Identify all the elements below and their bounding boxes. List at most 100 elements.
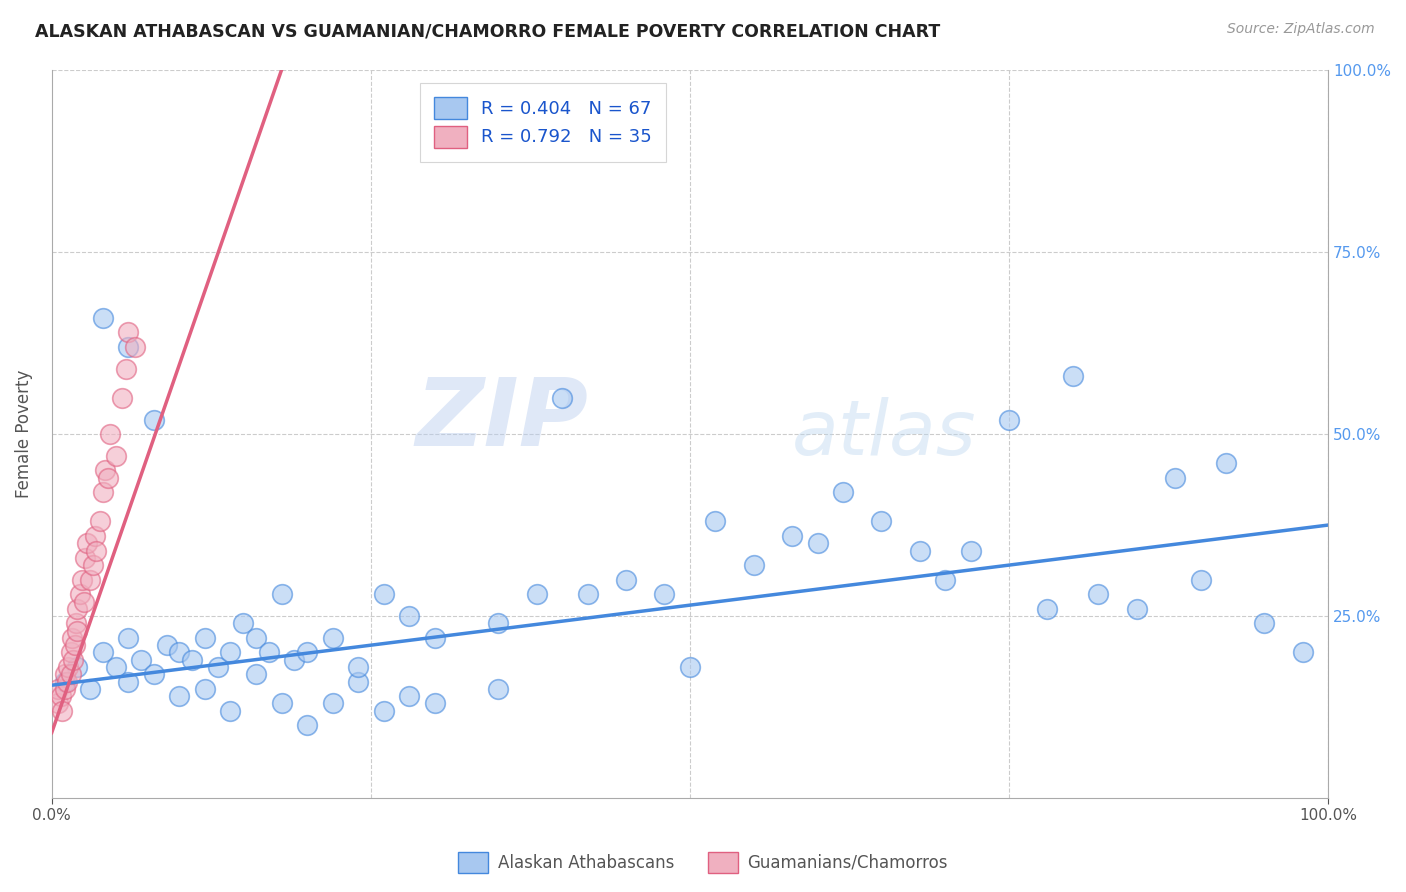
Point bbox=[111, 391, 134, 405]
Point bbox=[91, 485, 114, 500]
Point bbox=[423, 631, 446, 645]
Point bbox=[257, 645, 280, 659]
Point bbox=[79, 573, 101, 587]
Point bbox=[347, 674, 370, 689]
Point bbox=[780, 529, 803, 543]
Point bbox=[832, 485, 855, 500]
Point bbox=[219, 704, 242, 718]
Point bbox=[1087, 587, 1109, 601]
Point bbox=[89, 515, 111, 529]
Point bbox=[934, 573, 956, 587]
Point bbox=[194, 681, 217, 696]
Point bbox=[124, 340, 146, 354]
Point bbox=[49, 689, 72, 703]
Point bbox=[959, 543, 981, 558]
Point bbox=[654, 587, 676, 601]
Point bbox=[114, 361, 136, 376]
Point bbox=[72, 573, 94, 587]
Point bbox=[1189, 573, 1212, 587]
Y-axis label: Female Poverty: Female Poverty bbox=[15, 370, 32, 499]
Point bbox=[295, 645, 318, 659]
Point bbox=[156, 638, 179, 652]
Point bbox=[998, 412, 1021, 426]
Point bbox=[283, 653, 305, 667]
Point bbox=[104, 449, 127, 463]
Point bbox=[245, 631, 267, 645]
Legend: R = 0.404   N = 67, R = 0.792   N = 35: R = 0.404 N = 67, R = 0.792 N = 35 bbox=[420, 83, 666, 162]
Point bbox=[576, 587, 599, 601]
Point bbox=[58, 660, 80, 674]
Point bbox=[69, 587, 91, 601]
Point bbox=[66, 601, 89, 615]
Point bbox=[908, 543, 931, 558]
Point bbox=[245, 667, 267, 681]
Point bbox=[73, 594, 96, 608]
Point bbox=[79, 681, 101, 696]
Text: Source: ZipAtlas.com: Source: ZipAtlas.com bbox=[1227, 22, 1375, 37]
Point bbox=[194, 631, 217, 645]
Point bbox=[76, 536, 98, 550]
Point bbox=[423, 697, 446, 711]
Point bbox=[63, 638, 86, 652]
Point bbox=[104, 660, 127, 674]
Point bbox=[295, 718, 318, 732]
Point bbox=[142, 667, 165, 681]
Point bbox=[117, 674, 139, 689]
Point bbox=[347, 660, 370, 674]
Point bbox=[232, 616, 254, 631]
Point bbox=[488, 616, 510, 631]
Point bbox=[91, 645, 114, 659]
Point bbox=[398, 609, 420, 624]
Point bbox=[322, 697, 344, 711]
Point bbox=[53, 681, 76, 696]
Point bbox=[488, 681, 510, 696]
Point bbox=[1062, 368, 1084, 383]
Legend: Alaskan Athabascans, Guamanians/Chamorros: Alaskan Athabascans, Guamanians/Chamorro… bbox=[451, 846, 955, 880]
Point bbox=[181, 653, 204, 667]
Point bbox=[322, 631, 344, 645]
Point bbox=[53, 667, 76, 681]
Text: ALASKAN ATHABASCAN VS GUAMANIAN/CHAMORRO FEMALE POVERTY CORRELATION CHART: ALASKAN ATHABASCAN VS GUAMANIAN/CHAMORRO… bbox=[35, 22, 941, 40]
Point bbox=[1164, 471, 1187, 485]
Point bbox=[169, 645, 191, 659]
Point bbox=[97, 471, 120, 485]
Point bbox=[46, 697, 69, 711]
Point bbox=[56, 674, 79, 689]
Point bbox=[73, 550, 96, 565]
Point bbox=[270, 587, 292, 601]
Text: ZIP: ZIP bbox=[415, 374, 588, 466]
Point bbox=[704, 515, 727, 529]
Point bbox=[169, 689, 191, 703]
Point bbox=[870, 515, 893, 529]
Point bbox=[53, 674, 76, 689]
Point bbox=[373, 704, 395, 718]
Point bbox=[551, 391, 574, 405]
Point bbox=[59, 645, 82, 659]
Point bbox=[60, 631, 83, 645]
Point bbox=[742, 558, 765, 573]
Point bbox=[100, 427, 122, 442]
Point bbox=[66, 624, 89, 638]
Point bbox=[1125, 601, 1147, 615]
Point bbox=[373, 587, 395, 601]
Point bbox=[1291, 645, 1313, 659]
Point bbox=[65, 616, 87, 631]
Point bbox=[614, 573, 637, 587]
Point bbox=[679, 660, 702, 674]
Point bbox=[806, 536, 828, 550]
Point bbox=[1253, 616, 1275, 631]
Point bbox=[66, 660, 89, 674]
Point bbox=[219, 645, 242, 659]
Point bbox=[129, 653, 152, 667]
Point bbox=[94, 463, 117, 477]
Point bbox=[142, 412, 165, 426]
Point bbox=[117, 340, 139, 354]
Point bbox=[82, 558, 104, 573]
Point bbox=[207, 660, 229, 674]
Point bbox=[51, 704, 73, 718]
Point bbox=[1215, 456, 1237, 470]
Point bbox=[62, 653, 84, 667]
Point bbox=[91, 310, 114, 325]
Point bbox=[117, 631, 139, 645]
Text: atlas: atlas bbox=[792, 397, 977, 471]
